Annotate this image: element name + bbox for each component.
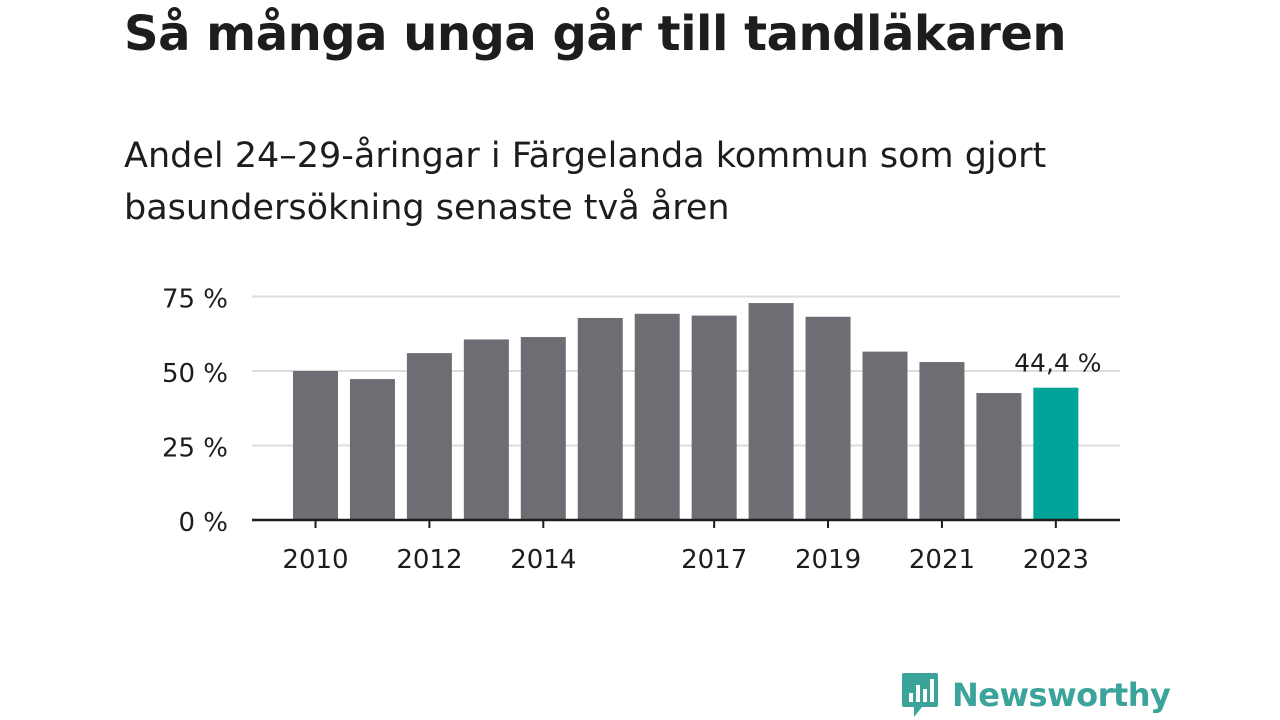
- bar: [520, 337, 566, 520]
- data-label: 44,4 %: [1014, 349, 1101, 378]
- highlight-bar: [1033, 387, 1079, 520]
- bar: [293, 371, 338, 520]
- bar: [349, 379, 395, 520]
- bar: [691, 315, 737, 520]
- newsworthy-logo-icon: [902, 673, 938, 717]
- bar: [406, 353, 452, 520]
- chart-subtitle: Andel 24–29-åringar i Färgelanda kommun …: [124, 136, 1047, 228]
- x-tick-label: 2021: [909, 545, 975, 575]
- y-tick-label: 0 %: [178, 508, 228, 538]
- brand-name: Newsworthy: [952, 676, 1171, 714]
- bar: [862, 351, 908, 520]
- y-tick-label: 50 %: [162, 359, 228, 389]
- y-tick-label: 75 %: [162, 285, 228, 315]
- brand-logo: Newsworthy: [900, 670, 1171, 720]
- bar: [919, 362, 965, 520]
- x-tick-label: 2023: [1023, 545, 1089, 575]
- x-tick-label: 2012: [396, 545, 462, 575]
- x-tick-label: 2014: [510, 545, 576, 575]
- bar: [976, 393, 1022, 520]
- bar: [748, 303, 794, 520]
- bar: [463, 339, 509, 520]
- bar: [577, 317, 623, 520]
- x-tick-label: 2017: [681, 545, 747, 575]
- bar: [805, 316, 851, 520]
- x-tick-label: 2010: [282, 545, 348, 575]
- bar: [634, 313, 680, 520]
- x-tick-label: 2019: [795, 545, 861, 575]
- y-tick-label: 25 %: [162, 434, 228, 464]
- chart-title: Så många unga går till tandläkaren: [124, 6, 1067, 62]
